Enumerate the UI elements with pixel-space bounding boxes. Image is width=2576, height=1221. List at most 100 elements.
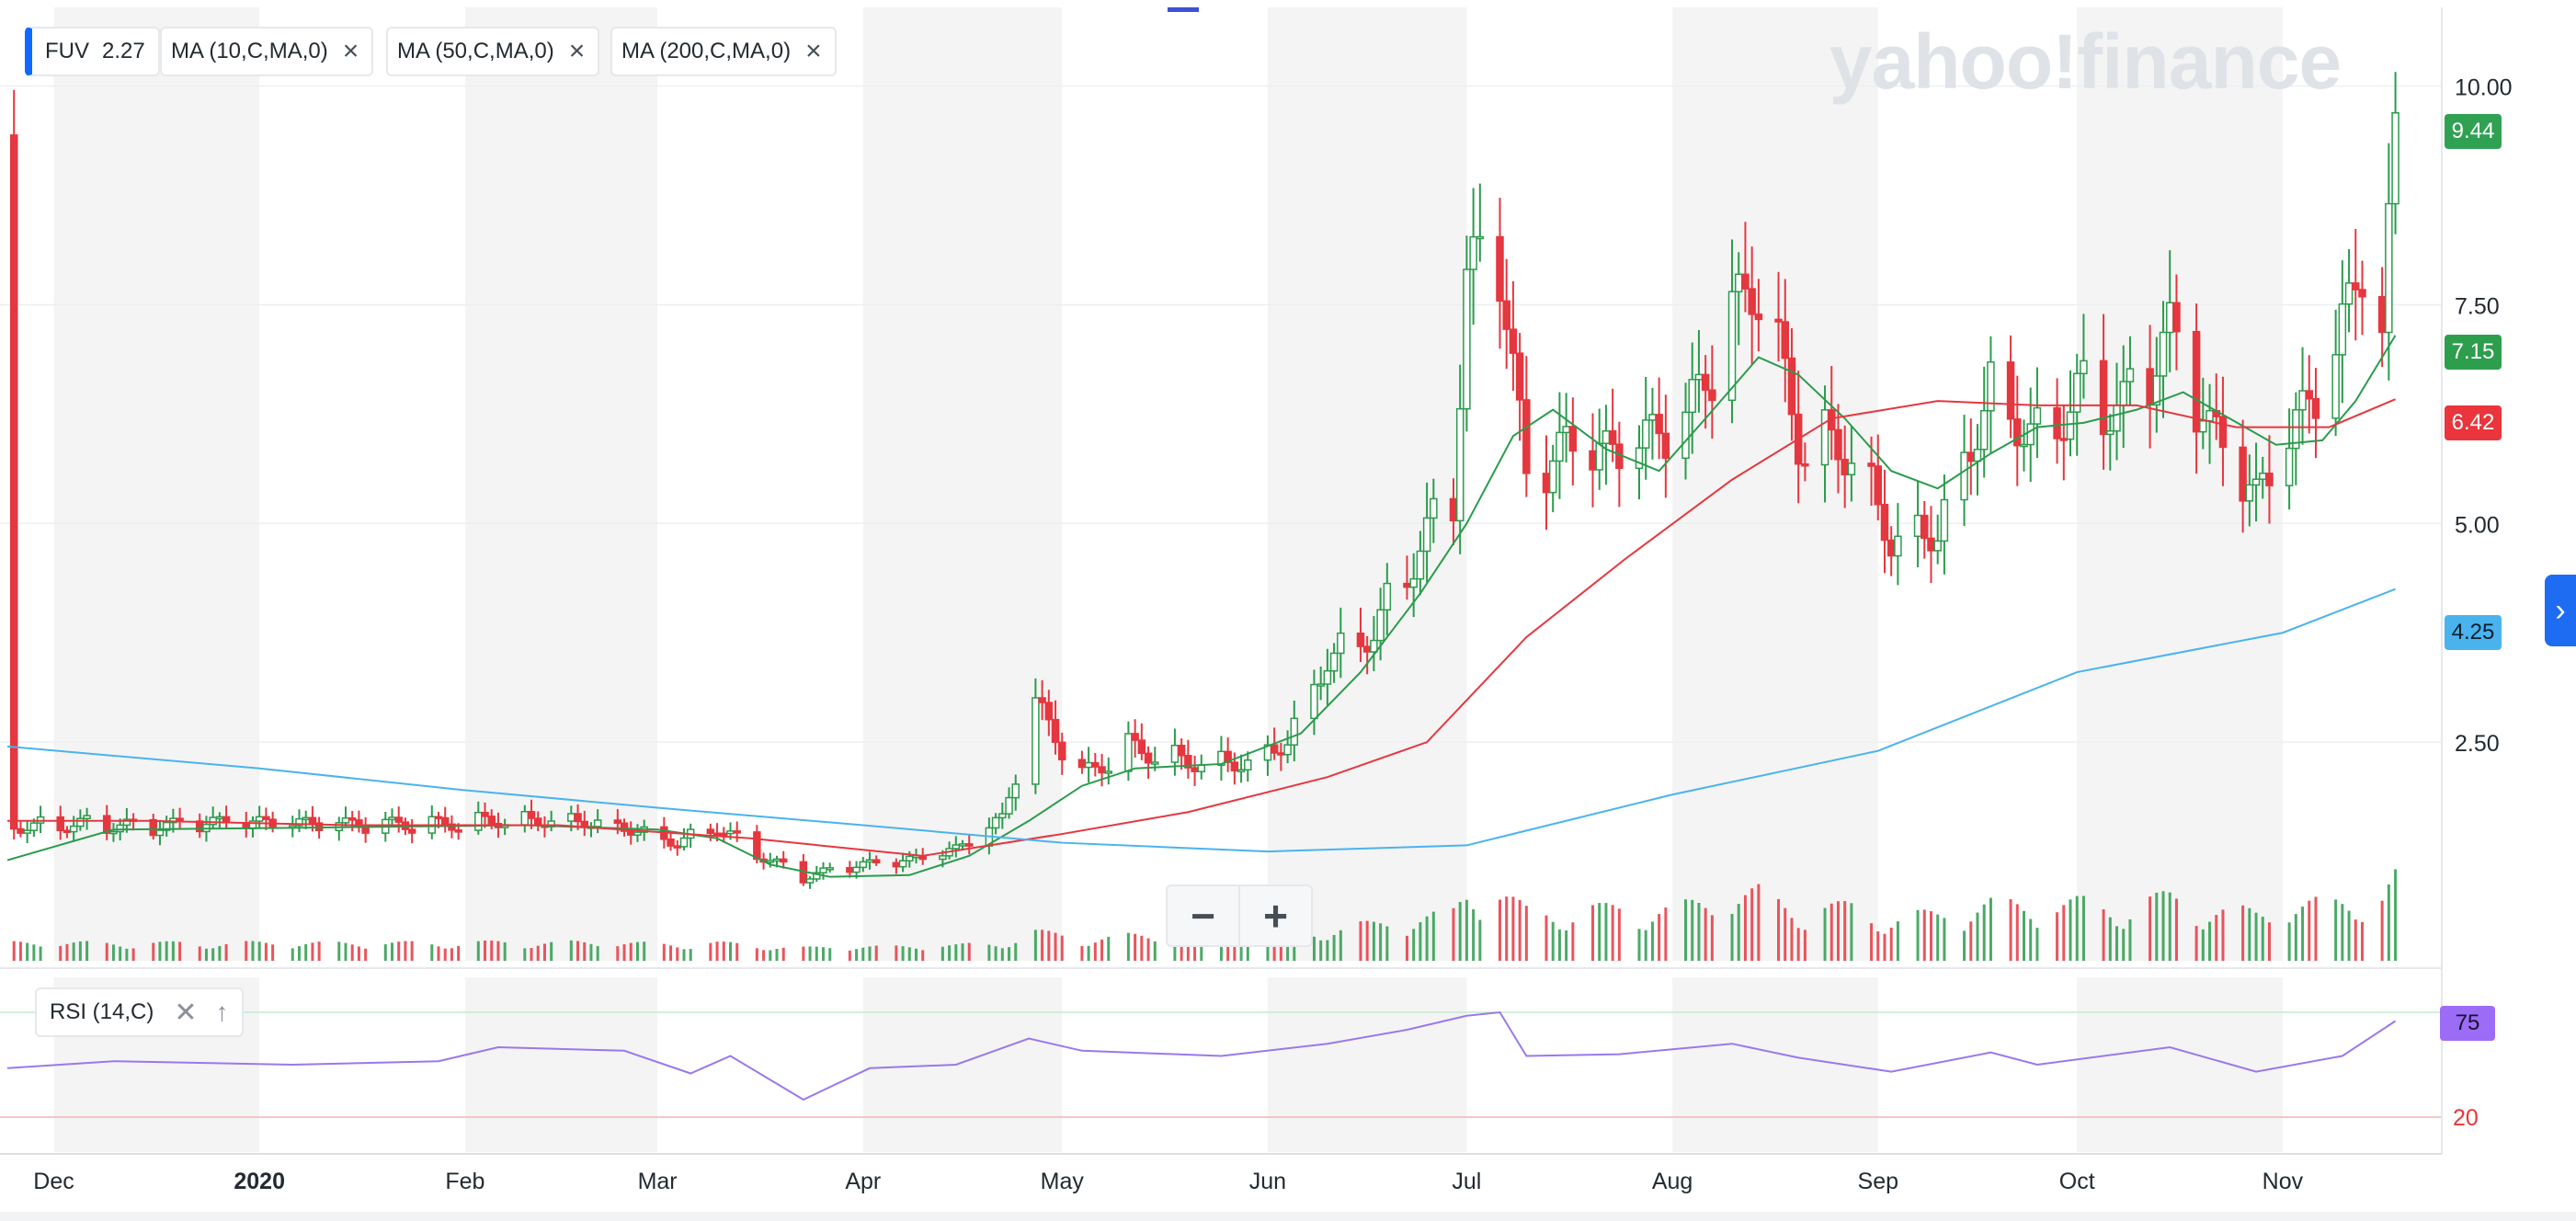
volume-bar: [874, 945, 878, 961]
candle-body: [1370, 639, 1378, 653]
candle-body: [1290, 717, 1299, 746]
volume-bar: [1008, 947, 1011, 961]
volume-bar: [383, 944, 387, 961]
volume-bar: [218, 945, 222, 961]
volume-bar: [337, 941, 341, 961]
volume-bar: [954, 944, 958, 961]
volume-bar: [1836, 901, 1840, 961]
candle-body: [1449, 497, 1458, 522]
volume-bar: [2115, 926, 2119, 961]
candle-body: [1701, 373, 1710, 391]
volume-bar: [802, 946, 805, 961]
month-band: [1267, 7, 1467, 961]
candle-body: [2265, 473, 2274, 486]
volume-bar: [1372, 921, 1375, 961]
candle-body: [454, 829, 462, 833]
candle-body: [17, 827, 25, 834]
volume-bar: [1750, 888, 1754, 961]
volume-bar: [775, 948, 779, 961]
candle-body: [1244, 759, 1252, 770]
candle-body: [1921, 514, 1929, 540]
close-icon[interactable]: ×: [568, 36, 586, 66]
candle-body: [1774, 318, 1783, 323]
candle-body: [1874, 465, 1883, 506]
x-tick-label: 2020: [234, 1169, 285, 1194]
candle-body: [1589, 450, 1597, 471]
candle-body: [1741, 273, 1750, 290]
volume-bar: [2155, 892, 2159, 961]
volume-bar: [131, 948, 135, 961]
candle-body: [1104, 770, 1113, 774]
candle-body: [1409, 577, 1418, 588]
scroll-indicator[interactable]: [1168, 7, 1199, 12]
volume-bar: [204, 948, 208, 961]
volume-bar: [1969, 921, 1973, 961]
candle-body: [2119, 381, 2127, 406]
candle-body: [1131, 733, 1139, 741]
volume-bar: [1478, 919, 1482, 961]
candle-body: [1727, 291, 1737, 402]
yahoo-finance-logo: yahoo!finance: [1829, 18, 2341, 105]
x-tick-label: Sep: [1858, 1169, 1898, 1194]
x-tick-label: Aug: [1652, 1169, 1693, 1194]
legend-ma50[interactable]: MA (50,C,MA,0) ×: [386, 27, 600, 76]
volume-bar: [1332, 934, 1336, 961]
candle-body: [407, 828, 416, 834]
volume-bar: [2035, 928, 2039, 961]
candle-body: [620, 822, 629, 832]
candle-body: [2192, 330, 2201, 433]
volume-bar: [119, 946, 122, 961]
month-band: [53, 7, 260, 961]
candle-body: [1230, 761, 1239, 772]
close-icon[interactable]: ×: [342, 36, 359, 66]
candle-body: [1430, 497, 1438, 519]
zoom-in-button[interactable]: +: [1263, 892, 1288, 940]
volume-bar: [1710, 915, 1714, 961]
volume-bar: [2122, 929, 2126, 961]
candle-body: [1270, 744, 1279, 754]
legend-ticker[interactable]: FUV 2.27: [25, 27, 160, 76]
price-tag-close: 9.44: [2445, 114, 2502, 149]
volume-bar: [940, 946, 944, 961]
volume-bar: [622, 944, 626, 961]
candle-body: [1562, 426, 1570, 434]
arrow-up-icon[interactable]: ↑: [215, 998, 229, 1026]
volume-bar: [457, 945, 461, 961]
volume-bar: [808, 946, 812, 961]
candle-body: [209, 816, 217, 826]
volume-bar: [496, 941, 500, 961]
candle-body: [1476, 235, 1485, 240]
volume-bar: [781, 947, 785, 961]
candle-body: [733, 830, 741, 834]
candle-body: [1641, 419, 1650, 449]
legend-ma200[interactable]: MA (200,C,MA,0) ×: [610, 27, 837, 76]
volume-bar: [1604, 903, 1608, 961]
close-icon[interactable]: ✕: [174, 997, 198, 1028]
legend-ma10[interactable]: MA (10,C,MA,0) ×: [160, 27, 374, 76]
candle-body: [361, 826, 370, 834]
volume-bar: [1611, 905, 1614, 961]
candle-body: [1754, 314, 1763, 321]
candle-body: [1608, 430, 1617, 445]
volume-bar: [550, 941, 553, 961]
volume-bar: [1598, 903, 1601, 961]
month-band: [862, 977, 1063, 1152]
close-icon[interactable]: ×: [805, 36, 822, 66]
candle-body: [2159, 331, 2168, 377]
candle-body: [906, 855, 914, 862]
candle-body: [2391, 112, 2399, 205]
candle-body: [872, 859, 881, 864]
candle-body: [348, 816, 357, 821]
ma-line: [6, 588, 2396, 853]
candle-body: [1383, 582, 1392, 611]
candle-body: [859, 861, 868, 869]
month-band: [464, 7, 658, 961]
volume-bar: [921, 950, 925, 961]
candle-body: [2338, 302, 2347, 356]
zoom-out-button[interactable]: −: [1168, 886, 1240, 945]
rsi-legend[interactable]: RSI (14,C) ✕ ↑: [35, 987, 244, 1037]
candle-body: [1595, 442, 1603, 471]
candle-body: [667, 839, 675, 847]
chevron-right-icon[interactable]: ›: [2545, 575, 2576, 646]
